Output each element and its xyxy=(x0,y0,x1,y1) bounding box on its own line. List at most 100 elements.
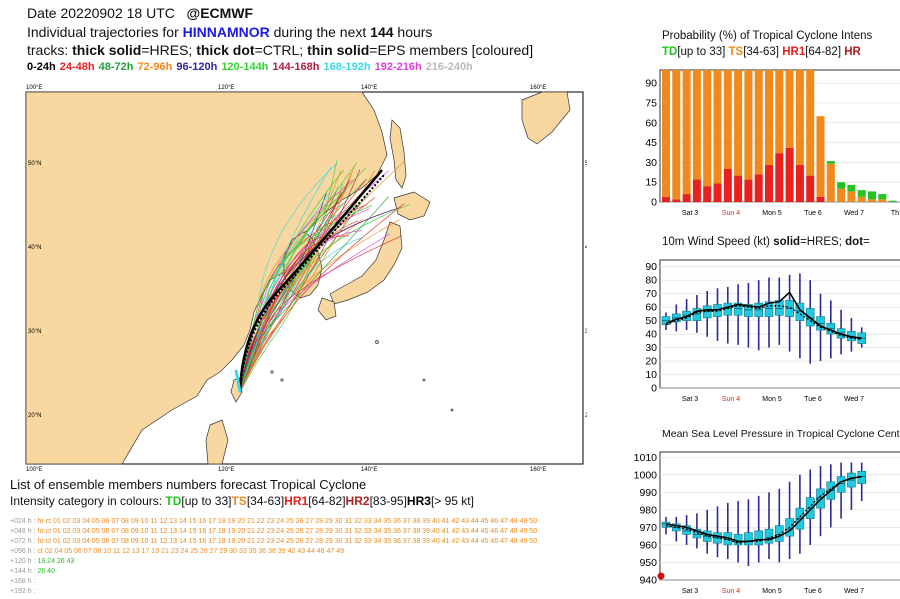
prob-bar-ts xyxy=(703,70,712,187)
prob|0-y-tick-label: 90 xyxy=(645,78,657,90)
land-asia-mainland xyxy=(25,91,388,465)
ensemble-row-label: +120 h : xyxy=(10,558,38,565)
prob-bar-td xyxy=(878,194,887,200)
time-legend-item: 144-168h xyxy=(272,61,320,73)
category-range: [up to 33] xyxy=(181,494,232,508)
prob-bar-hr1 xyxy=(765,165,773,202)
ensemble-list-title: List of ensemble members numbers forecas… xyxy=(10,477,366,492)
prob-bar-ts xyxy=(795,70,804,166)
mslp-x-tick-label: Mon 5 xyxy=(762,588,782,595)
lat-label-left: 20°N xyxy=(28,413,41,419)
ensemble-row-members: ct 02 04 05 06 07 08 10 11 12 13 17 19 2… xyxy=(37,548,345,555)
mslp|2-y-tick-label: 990 xyxy=(639,487,657,499)
wind-box xyxy=(764,301,774,317)
prob-bar-hr1 xyxy=(692,179,701,202)
prob-legend-name: TD xyxy=(662,46,678,58)
ensemble-row-members: hr ct 01 02 03 04 05 06 07 08 09 10 11 1… xyxy=(37,538,538,545)
mslp-chart-title: Mean Sea Level Pressure in Tropical Cycl… xyxy=(662,428,900,440)
lat-label-right: 50°N xyxy=(585,161,587,167)
time-legend-item: 24-48h xyxy=(59,61,95,73)
line2-suffix: hours xyxy=(397,24,433,40)
lat-label-right: 20°N xyxy=(585,413,587,419)
land-island xyxy=(270,370,274,374)
ensemble-row-label: +192 h : xyxy=(10,588,36,595)
prob|0-y-tick-label: 60 xyxy=(645,117,657,129)
prob-bar-ts xyxy=(672,70,681,200)
track-map-svg: 100°E 120°E 140°E 160°E 100°E 120°E 140°… xyxy=(25,85,598,473)
time-legend-item: 168-192h xyxy=(323,61,371,73)
prob-bar-ts xyxy=(837,188,846,202)
hres-track xyxy=(238,169,383,393)
thick-solid-label: thick solid xyxy=(72,42,142,58)
ensemble-row-members: 19 24 26 43 xyxy=(37,558,75,565)
wind|1-y-tick-label: 60 xyxy=(645,302,657,314)
source-label: @ECMWF xyxy=(186,5,254,21)
prob|0-y-tick-label: 0 xyxy=(651,197,657,209)
ensemble-row: +168 h : xyxy=(10,577,537,587)
prob-legend-name: HR xyxy=(844,46,861,58)
time-legend-item: 48-72h xyxy=(98,61,134,73)
ensemble-row: +144 h : 26 40 xyxy=(10,567,537,577)
map-land xyxy=(25,91,571,465)
mslp-box xyxy=(692,528,702,539)
wind|1-y-tick-label: 50 xyxy=(645,315,657,327)
prob-bar-ts xyxy=(816,116,825,197)
ensemble-row-label: +096 h : xyxy=(10,548,38,555)
prob-bar-td xyxy=(868,191,876,200)
ensemble-row: +024 h : hr ct 01 02 03 04 05 06 07 08 0… xyxy=(10,517,537,527)
prob-bar-ts xyxy=(744,70,753,180)
prob-bar-hr1 xyxy=(785,147,794,202)
category-name: TD xyxy=(165,494,182,508)
ctrl-label: =CTRL; xyxy=(254,42,304,58)
line2-prefix: Individual trajectories for xyxy=(27,24,179,40)
lon-label-top: 100°E xyxy=(26,85,42,91)
prob-bar-td xyxy=(857,190,866,197)
lon-label-bottom: 100°E xyxy=(26,467,42,472)
category-name: HR3 xyxy=(406,494,431,508)
mslp|2-y-tick-label: 950 xyxy=(639,557,657,569)
mslp-x-tick-label: Sun 4 xyxy=(722,588,740,595)
mslp|2-y-tick-label: 980 xyxy=(639,504,657,516)
wind|1-y-tick-label: 40 xyxy=(645,329,657,341)
land-island xyxy=(422,378,426,382)
wind-x-tick-label: Tue 6 xyxy=(804,396,822,403)
prob-bar-hr1 xyxy=(672,199,681,202)
land-hokkaido xyxy=(393,191,431,221)
prob-chart-title: Probability (%) of Tropical Cyclone Inte… xyxy=(662,30,872,42)
lon-label-top: 160°E xyxy=(530,85,546,91)
wind-box xyxy=(733,302,743,316)
mslp|2-y-tick-label: 960 xyxy=(639,539,657,551)
wind-chart-title-text: 10m Wind Speed (kt) xyxy=(662,236,771,248)
land-island xyxy=(450,408,454,412)
prob-bar-ts xyxy=(868,199,876,202)
prob-bar-td xyxy=(888,200,897,202)
wind|1-y-tick-label: 30 xyxy=(645,342,657,354)
time-legend-item: 0-24h xyxy=(27,61,56,73)
ensemble-tracks xyxy=(234,160,410,393)
prob-x-tick-label: Wed 7 xyxy=(844,210,864,217)
land-luzon xyxy=(205,419,229,465)
eps-member-track xyxy=(239,235,402,393)
wind-box xyxy=(744,304,753,317)
mslp-x-tick-label: Tue 6 xyxy=(804,588,822,595)
hres-label: =HRES; xyxy=(141,42,193,58)
category-name: HR1 xyxy=(284,494,309,508)
eps-member-track xyxy=(239,169,345,393)
eps-member-track xyxy=(239,172,352,393)
ensemble-row: +048 h : hr ct 01 02 03 04 05 06 07 08 0… xyxy=(10,527,537,537)
mslp-box xyxy=(744,532,753,546)
wind-hres-line xyxy=(665,291,862,339)
mslp|2-y-tick-label: 1000 xyxy=(634,469,658,481)
wind-title-rest: = xyxy=(863,236,870,248)
land-kamchatka xyxy=(521,91,571,145)
time-legend-item: 72-96h xyxy=(137,61,173,73)
storm-name: HINNAMNOR xyxy=(182,24,270,40)
prob-bar-td xyxy=(826,161,835,164)
mslp|2-y-tick-label: 940 xyxy=(639,575,657,587)
ensemble-row: +072 h : hr ct 01 02 03 04 05 06 07 08 0… xyxy=(10,537,537,547)
prob|0-y-tick-label: 75 xyxy=(645,98,657,110)
prob-bar-hr1 xyxy=(754,174,763,202)
mslp-x-tick-label: Sat 3 xyxy=(682,588,698,595)
prob-bar-td xyxy=(837,182,846,189)
mslp-x-tick-label: Wed 7 xyxy=(844,588,864,595)
